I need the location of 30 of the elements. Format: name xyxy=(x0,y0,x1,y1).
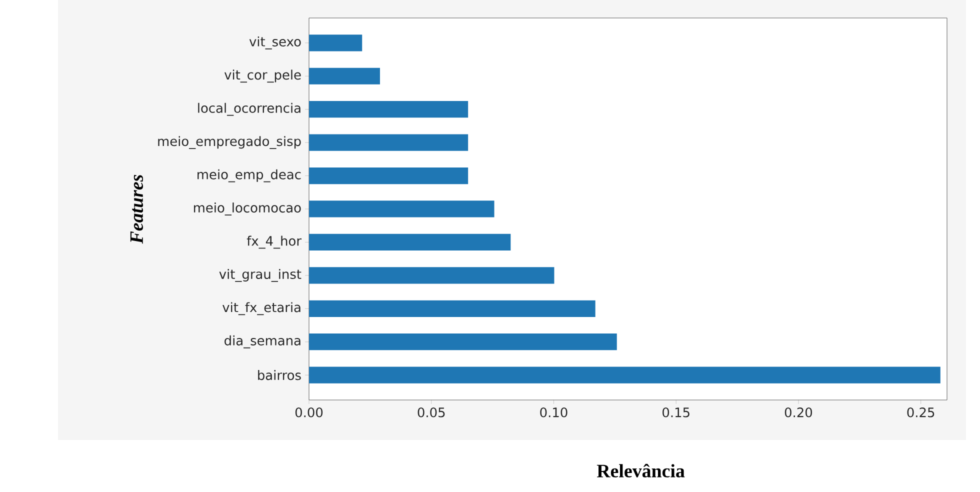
x-tick-label: 0.10 xyxy=(540,408,568,418)
y-tick-label: bairros xyxy=(258,370,301,380)
bar xyxy=(309,300,596,317)
y-axis-title: Features xyxy=(130,174,144,244)
bar xyxy=(309,234,511,251)
y-tick-label: local_ocorrencia xyxy=(198,102,300,116)
bar xyxy=(309,200,494,218)
y-tick-label: meio_emp_deac xyxy=(198,169,301,182)
x-tick-label: 0.00 xyxy=(295,408,323,418)
bar xyxy=(309,167,468,184)
y-tick-label: dia_semana xyxy=(224,335,300,348)
x-tick-label: 0.15 xyxy=(662,408,690,418)
x-tick-label: 0.25 xyxy=(907,408,934,418)
bar xyxy=(309,134,468,151)
x-axis-title: Relevância xyxy=(596,464,685,478)
x-tick-label: 0.05 xyxy=(418,408,445,418)
bar xyxy=(309,34,362,52)
bar xyxy=(309,334,617,350)
bar xyxy=(309,267,554,284)
bar xyxy=(309,366,940,384)
y-tick-label: vit_cor_pele xyxy=(224,70,301,83)
y-tick-label: vit_grau_inst xyxy=(219,268,302,282)
x-tick-label: 0.20 xyxy=(784,408,812,418)
y-tick-label: vit_fx_etaria xyxy=(222,302,300,316)
y-tick-label: vit_sexo xyxy=(249,36,301,50)
y-tick-label: meio_locomocao xyxy=(194,202,301,216)
y-tick-label: meio_empregado_sisp xyxy=(158,136,301,150)
y-tick-label: fx_4_hor xyxy=(246,236,302,249)
bar xyxy=(309,101,468,118)
bar xyxy=(309,68,380,84)
